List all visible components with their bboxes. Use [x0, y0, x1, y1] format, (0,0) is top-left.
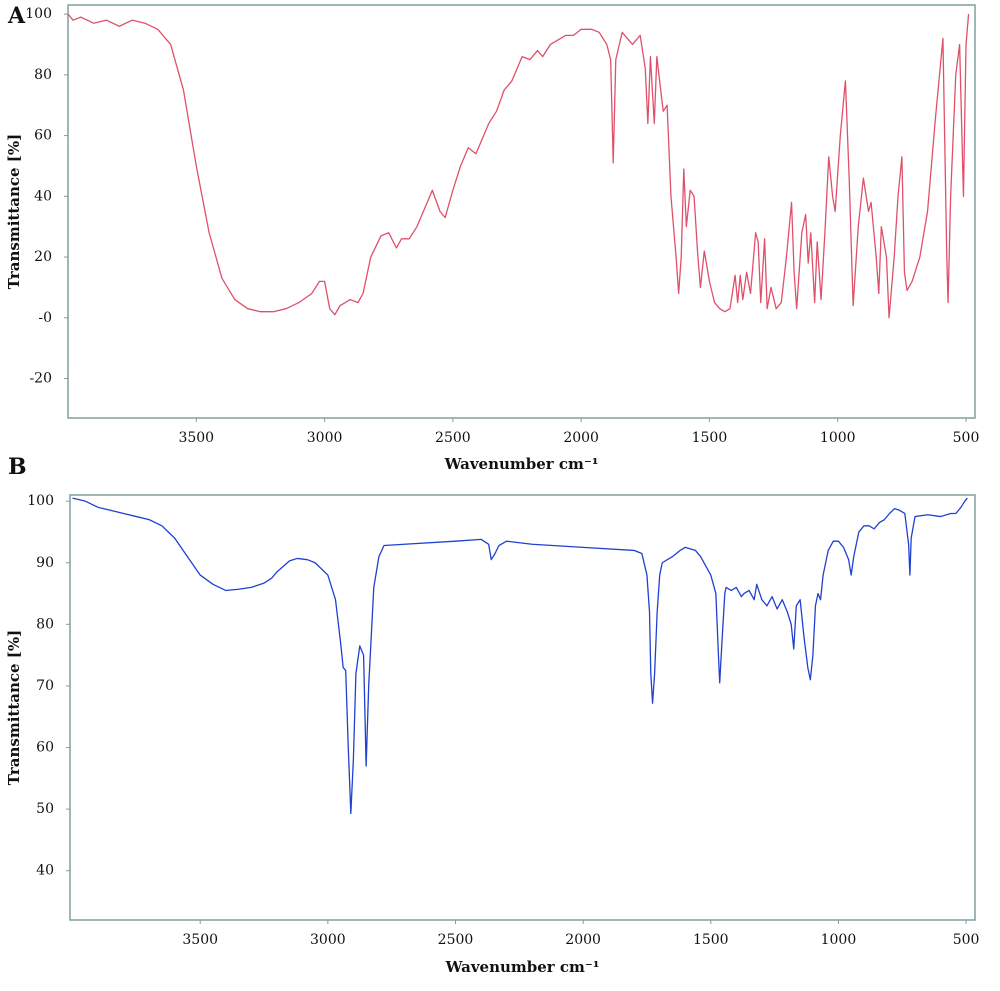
y-tick-label: 60: [34, 128, 52, 144]
x-tick-label: 3000: [310, 932, 346, 948]
panel-label: B: [8, 454, 27, 480]
y-tick-label: 80: [34, 67, 52, 83]
x-tick-label: 1500: [693, 932, 729, 948]
y-tick-label: 40: [34, 188, 52, 204]
y-tick-label: 50: [36, 801, 54, 817]
x-tick-label: 1000: [821, 932, 857, 948]
x-tick-label: 2500: [435, 430, 471, 446]
y-tick-label: 90: [36, 555, 54, 571]
y-tick-label: -0: [38, 310, 52, 326]
y-axis-label: Transmittance [%]: [5, 630, 23, 785]
y-tick-label: 100: [25, 6, 52, 22]
x-tick-label: 2000: [563, 430, 599, 446]
x-tick-label: 1000: [820, 430, 856, 446]
y-tick-label: -20: [29, 371, 52, 387]
spectrum-line: [72, 497, 968, 815]
x-tick-label: 500: [953, 430, 980, 446]
x-tick-label: 3500: [178, 430, 214, 446]
panel-label: A: [7, 3, 26, 29]
x-tick-label: 3000: [307, 430, 343, 446]
x-tick-label: 1500: [692, 430, 728, 446]
y-tick-label: 20: [34, 249, 52, 265]
plot-frame: [67, 4, 976, 419]
x-axis-label: Wavenumber cm⁻¹: [444, 455, 599, 473]
y-tick-label: 60: [36, 740, 54, 756]
y-tick-label: 40: [36, 863, 54, 879]
plot-frame: [69, 494, 976, 921]
y-tick-label: 70: [36, 678, 54, 694]
spectrum-line: [67, 13, 970, 319]
y-tick-label: 80: [36, 616, 54, 632]
x-tick-label: 500: [953, 932, 980, 948]
x-axis-label: Wavenumber cm⁻¹: [445, 958, 600, 976]
x-tick-label: 2000: [565, 932, 601, 948]
x-tick-label: 2500: [438, 932, 474, 948]
x-tick-label: 3500: [182, 932, 218, 948]
y-tick-label: 100: [27, 493, 54, 509]
y-axis-label: Transmittance [%]: [5, 134, 23, 289]
